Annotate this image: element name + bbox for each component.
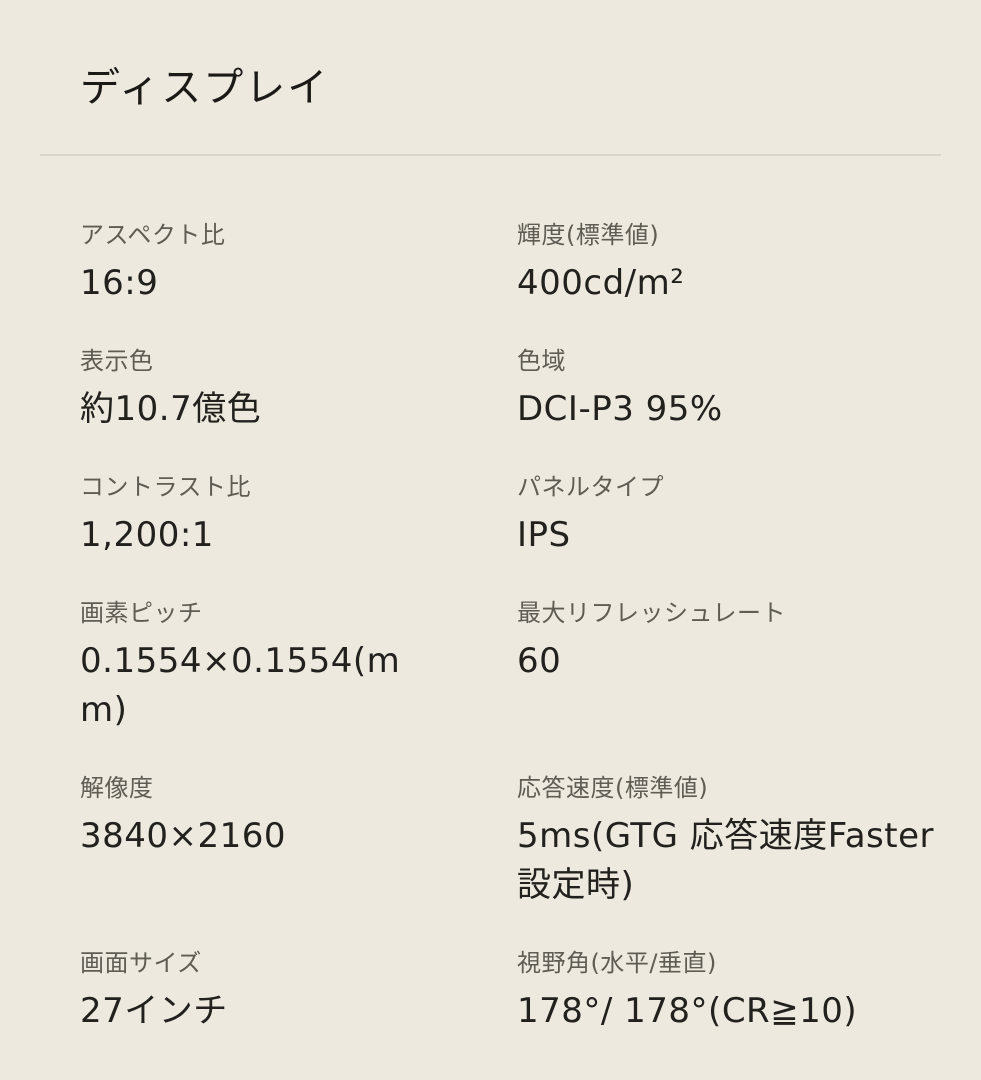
- spec-value: 27インチ: [80, 991, 228, 1031]
- spec-value: DCI-P3 95%: [517, 389, 723, 429]
- spec-label: 解像度: [80, 774, 154, 802]
- display-spec-section: ディスプレイ アスペクト比 16:9 輝度(標準値) 400cd/m² 表示色 …: [40, 65, 941, 1036]
- spec-value: 60: [517, 641, 562, 681]
- spec-item-brightness: 輝度(標準値) 400cd/m²: [517, 220, 941, 308]
- spec-item-resolution: 解像度 3840×2160: [80, 773, 517, 910]
- spec-label: コントラスト比: [80, 473, 252, 501]
- spec-item-contrast-ratio: コントラスト比 1,200:1: [80, 472, 517, 560]
- section-divider: [40, 154, 941, 156]
- spec-value: 400cd/m²: [517, 263, 685, 303]
- section-title: ディスプレイ: [80, 65, 330, 111]
- spec-value: IPS: [517, 515, 571, 555]
- spec-label: 色域: [517, 347, 566, 375]
- spec-item-viewing-angle: 視野角(水平/垂直) 178°/ 178°(CR≧10): [517, 948, 941, 1036]
- spec-label: 画素ピッチ: [80, 599, 203, 627]
- spec-value: 16:9: [80, 263, 159, 303]
- spec-item-screen-size: 画面サイズ 27インチ: [80, 948, 517, 1036]
- spec-grid: アスペクト比 16:9 輝度(標準値) 400cd/m² 表示色 約10.7億色…: [80, 220, 941, 1036]
- spec-item-color-gamut: 色域 DCI-P3 95%: [517, 346, 941, 434]
- spec-item-aspect-ratio: アスペクト比 16:9: [80, 220, 517, 308]
- spec-value: 178°/ 178°(CR≧10): [517, 991, 858, 1031]
- spec-value: 1,200:1: [80, 515, 214, 555]
- spec-label: アスペクト比: [80, 221, 226, 249]
- spec-item-max-refresh-rate: 最大リフレッシュレート 60: [517, 598, 941, 735]
- spec-value: 0.1554×0.1554(mm): [80, 641, 401, 730]
- spec-label: 輝度(標準値): [517, 221, 660, 249]
- spec-label: 画面サイズ: [80, 949, 202, 977]
- spec-item-display-colors: 表示色 約10.7億色: [80, 346, 517, 434]
- spec-label: 最大リフレッシュレート: [517, 599, 787, 627]
- spec-item-pixel-pitch: 画素ピッチ 0.1554×0.1554(mm): [80, 598, 517, 735]
- spec-value: 3840×2160: [80, 816, 287, 856]
- spec-value: 5ms(GTG 応答速度Faster設定時): [517, 816, 934, 905]
- spec-label: 応答速度(標準値): [517, 774, 709, 802]
- spec-item-panel-type: パネルタイプ IPS: [517, 472, 941, 560]
- spec-item-response-time: 応答速度(標準値) 5ms(GTG 応答速度Faster設定時): [517, 773, 941, 910]
- spec-label: 視野角(水平/垂直): [517, 949, 717, 977]
- spec-value: 約10.7億色: [80, 389, 262, 429]
- spec-label: パネルタイプ: [517, 473, 664, 501]
- spec-label: 表示色: [80, 347, 154, 375]
